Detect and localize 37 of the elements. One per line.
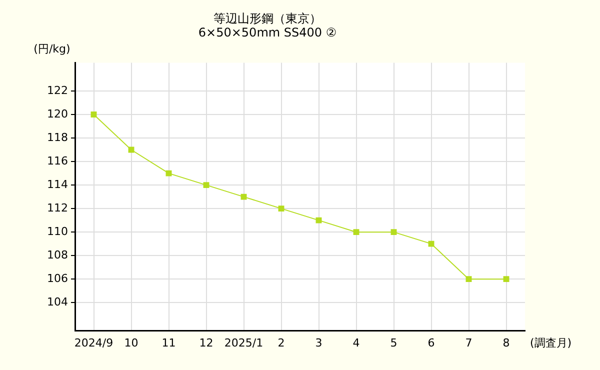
point bbox=[166, 170, 172, 176]
point bbox=[390, 229, 397, 236]
point bbox=[278, 206, 284, 212]
point bbox=[128, 146, 134, 153]
point bbox=[466, 276, 472, 282]
y-tick-label: 122 bbox=[47, 84, 68, 97]
point bbox=[353, 229, 360, 236]
point bbox=[316, 217, 322, 224]
x-tick-label: 2 bbox=[278, 336, 285, 350]
x-tick-label: 11 bbox=[162, 336, 176, 350]
x-tick-label: 4 bbox=[352, 336, 360, 350]
y-tick-label: 120 bbox=[47, 107, 68, 120]
chart-title: 等辺山形鋼（東京） 6×50×50mm SS400 ② bbox=[198, 11, 337, 40]
point bbox=[203, 182, 210, 188]
y-tick-label: 110 bbox=[47, 224, 68, 238]
y-tick-label: 116 bbox=[47, 154, 68, 168]
point bbox=[240, 194, 247, 200]
y-tick-label: 106 bbox=[47, 272, 68, 285]
y-tick-label: 104 bbox=[47, 295, 68, 308]
y-axis-title: (円/kg) bbox=[34, 42, 70, 56]
x-tick-label: 8 bbox=[502, 336, 510, 350]
x-tick-label: 3 bbox=[315, 336, 322, 350]
x-tick-label: 12 bbox=[199, 336, 214, 350]
x-tick-label: 7 bbox=[465, 336, 472, 350]
point bbox=[90, 112, 97, 118]
x-tick-label: 6 bbox=[428, 336, 435, 350]
x-tick-label: 10 bbox=[124, 336, 138, 350]
x-axis-title: (調査月) bbox=[530, 336, 572, 350]
y-tick-label: 114 bbox=[47, 178, 68, 191]
x-tick-label: 5 bbox=[390, 336, 398, 350]
point bbox=[428, 240, 434, 247]
y-tick-label: 112 bbox=[47, 201, 68, 214]
y-tick-label: 108 bbox=[47, 248, 68, 262]
point bbox=[503, 276, 510, 282]
x-tick-label: 2025/1 bbox=[224, 336, 264, 350]
y-tick-label: 118 bbox=[47, 130, 68, 144]
x-tick-label: 2024/9 bbox=[74, 336, 114, 350]
